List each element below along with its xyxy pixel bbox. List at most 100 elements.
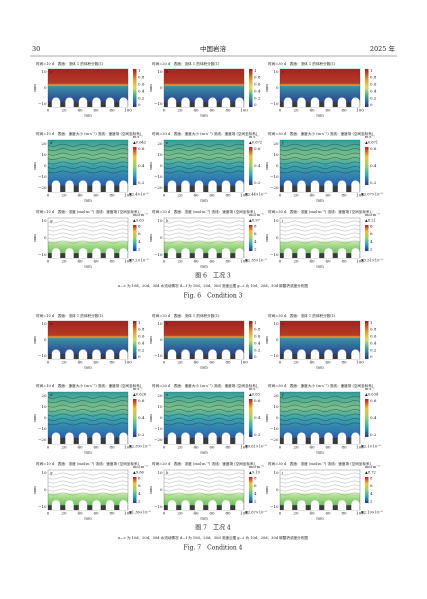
cavity	[208, 97, 217, 107]
cavity	[337, 180, 347, 192]
streamline	[163, 409, 245, 412]
y-tick-label: 10	[157, 470, 163, 475]
colorbar-max: ▲0.634	[365, 393, 379, 397]
cavity	[351, 97, 360, 107]
streamline	[163, 492, 245, 496]
streamline	[47, 395, 129, 399]
cavity	[324, 349, 333, 359]
colorbar	[133, 399, 137, 437]
streamline	[279, 472, 361, 476]
cavity	[51, 248, 61, 258]
colorbar-unit: mol·m⁻³	[249, 213, 264, 217]
y-tick-label: −10	[38, 504, 47, 509]
x-tick-label: 60	[325, 259, 331, 264]
streamline	[279, 492, 361, 496]
colorbar-max: ▲0.671	[365, 141, 378, 145]
colorbar-tick-label: 6	[254, 231, 257, 236]
panel-title: 时间=20 d 表面：浓度 (mol·m⁻³) 流线：速度场 (空间坐标系)	[152, 209, 256, 214]
x-tick-label: 0	[163, 511, 166, 516]
x-tick-label: 40	[77, 445, 83, 450]
colorbar-tick-label: 2	[370, 499, 373, 504]
streamline	[47, 143, 129, 147]
streamline	[279, 232, 361, 236]
cavity	[283, 97, 293, 107]
y-tick-label: −20	[154, 185, 163, 190]
x-tick-label: 0	[47, 108, 50, 113]
colorbar-tick-label: 0.6	[138, 398, 145, 403]
x-tick-label: 60	[93, 445, 99, 450]
panel-title: 时间=10 d 表面：流体 1 的体积分数(1)	[36, 313, 104, 318]
y-tick-label: −20	[270, 185, 279, 190]
x-tick-label: 40	[193, 193, 199, 198]
colorbar-min: ▼2.1×10⁻⁸	[361, 445, 381, 449]
x-tick-label: 0	[279, 193, 282, 198]
streamline	[163, 170, 245, 174]
y-tick-label: 10	[273, 152, 279, 157]
cavity	[351, 180, 360, 192]
streamline	[163, 152, 245, 156]
colorbar-tick-label: 8	[254, 475, 257, 480]
streamline	[163, 240, 245, 244]
y-tick-label: 10	[41, 404, 47, 409]
panel-letter: f	[281, 140, 285, 145]
x-tick-label: 40	[309, 108, 315, 113]
panel: 时间=10 d 表面：速度大小 (m·s⁻¹) 流线：速度场 (空间坐标系)d2…	[32, 383, 151, 455]
cavity	[194, 500, 204, 510]
colorbar-min: ▼2.39×10⁻⁸	[129, 445, 151, 449]
cavity	[119, 349, 128, 359]
x-tick-label: 80	[109, 259, 115, 264]
colorbar-tick-label: 6	[370, 483, 373, 488]
streamline	[163, 484, 245, 488]
colorbar-tick-label: 0.6	[370, 398, 377, 403]
y-tick-label: −10	[270, 353, 279, 358]
colorbar-tick-label: 0.2	[254, 432, 261, 437]
x-axis-label: mm	[316, 264, 324, 269]
colorbar-tick-label: 8	[254, 223, 257, 228]
bedrock	[280, 354, 360, 359]
figure-caption-en: Fig. 6 Condition 3	[184, 293, 243, 300]
x-tick-label: 20	[61, 511, 67, 516]
figure-caption-cn: 图 6 工况 3	[195, 273, 231, 280]
y-tick-label: −10	[38, 174, 47, 179]
x-axis-label: mm	[84, 365, 92, 370]
x-axis-label: mm	[200, 264, 208, 269]
x-tick-label: 60	[209, 259, 215, 264]
colorbar-tick-label: 0	[138, 354, 141, 359]
cavity	[283, 500, 293, 510]
cavity	[105, 180, 115, 192]
colorbar-tick-label: 6	[370, 231, 373, 236]
journal-name: 中国岩溶	[200, 44, 227, 53]
colorbar-tick-label: 2	[254, 247, 257, 252]
cavity	[235, 97, 244, 107]
cavity	[92, 180, 101, 192]
colorbar-min: ▼2.67×10⁻⁹	[245, 511, 267, 515]
streamline	[279, 476, 361, 480]
streamline	[279, 228, 361, 232]
colorbar-unit: m·s⁻¹	[133, 387, 143, 391]
y-tick-label: −20	[38, 437, 47, 442]
cavity	[297, 248, 306, 258]
colorbar-tick-label: 4	[254, 491, 257, 496]
bedrock	[280, 253, 360, 258]
bedrock	[164, 102, 244, 107]
panel-title: 时间=20 d 表面：浓度 (mol·m⁻³) 流线：速度场 (空间坐标系)	[152, 461, 256, 466]
panel-letter: h	[166, 470, 169, 475]
x-tick-label: 40	[77, 259, 83, 264]
cavity	[297, 349, 306, 359]
colorbar-min: ▼9.61×10⁻⁹	[245, 445, 267, 449]
colorbar-tick-label: 0.2	[370, 180, 377, 185]
streamline	[279, 166, 361, 169]
bedrock	[48, 437, 128, 444]
y-tick-label: 10	[273, 218, 279, 223]
streamline	[47, 228, 129, 232]
colorbar-tick-label: 4	[138, 491, 141, 496]
streamline	[279, 413, 361, 417]
x-tick-label: 60	[325, 108, 331, 113]
x-tick-label: 40	[77, 360, 83, 365]
streamline	[47, 148, 129, 151]
cavity	[221, 97, 231, 107]
x-tick-label: 80	[341, 193, 347, 198]
y-axis-label: mm	[264, 234, 269, 242]
streamline	[279, 236, 361, 240]
colorbar-min: ▼1.36×10⁻⁸	[129, 511, 151, 515]
